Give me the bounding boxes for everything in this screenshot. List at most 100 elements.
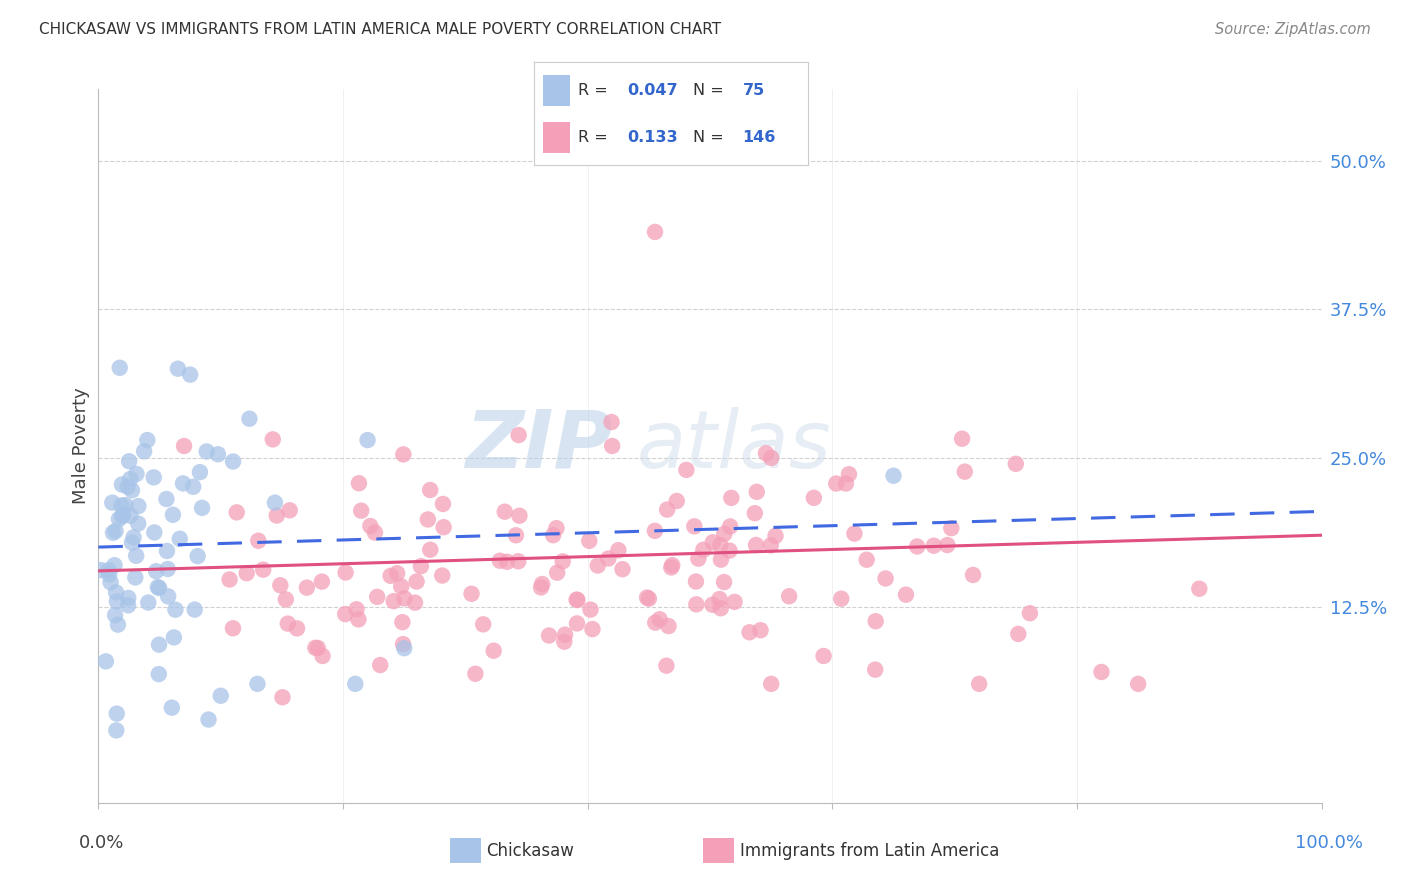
Text: 75: 75 [742, 83, 765, 97]
Point [368, 658, 391, 673]
Point [380, 569, 402, 583]
Point [197, 713, 219, 727]
Point [271, 690, 294, 705]
FancyBboxPatch shape [543, 122, 569, 153]
Point [749, 624, 772, 638]
Point [844, 526, 866, 541]
Y-axis label: Male Poverty: Male Poverty [72, 388, 90, 504]
Point [101, 525, 124, 540]
Point [356, 433, 378, 447]
Point [391, 615, 413, 629]
Point [179, 368, 201, 382]
Point [105, 723, 128, 738]
Text: Immigrants from Latin America: Immigrants from Latin America [740, 842, 998, 860]
Point [508, 554, 530, 568]
Text: 0.133: 0.133 [627, 130, 678, 145]
Point [825, 476, 848, 491]
Point [311, 574, 333, 589]
Point [277, 616, 299, 631]
Point [90, 563, 112, 577]
Point [432, 497, 454, 511]
Point [107, 617, 129, 632]
Point [181, 480, 204, 494]
Point [579, 602, 602, 616]
Point [482, 644, 505, 658]
Point [655, 502, 678, 516]
Point [894, 588, 917, 602]
Point [554, 627, 576, 641]
Point [191, 500, 214, 515]
Point [344, 677, 367, 691]
Point [105, 706, 128, 721]
Point [108, 360, 131, 375]
Point [710, 552, 733, 566]
Point [105, 585, 128, 599]
Point [581, 622, 603, 636]
Text: N =: N = [693, 130, 730, 145]
Point [598, 551, 620, 566]
Point [347, 476, 370, 491]
Point [655, 658, 678, 673]
Point [136, 433, 159, 447]
Point [94, 654, 117, 668]
Point [307, 640, 329, 655]
Point [104, 608, 127, 623]
Point [148, 667, 170, 681]
Point [683, 519, 706, 533]
Point [941, 521, 963, 535]
Point [209, 689, 232, 703]
Text: 146: 146 [742, 130, 776, 145]
Point [114, 498, 136, 512]
Point [394, 591, 416, 606]
Point [188, 465, 211, 479]
Point [222, 621, 245, 635]
Point [110, 499, 132, 513]
Point [392, 641, 416, 656]
Point [702, 535, 724, 549]
Point [405, 574, 427, 589]
Point [838, 467, 860, 482]
Point [1018, 606, 1040, 620]
Point [718, 519, 741, 533]
Point [835, 476, 858, 491]
Point [813, 648, 835, 663]
Point [262, 433, 284, 447]
Point [883, 468, 905, 483]
Point [565, 616, 588, 631]
Point [218, 573, 240, 587]
Point [335, 607, 357, 621]
Text: Source: ZipAtlas.com: Source: ZipAtlas.com [1215, 22, 1371, 37]
Point [225, 505, 247, 519]
Point [713, 575, 735, 590]
Point [855, 552, 877, 566]
Point [761, 450, 783, 465]
Point [195, 444, 218, 458]
Point [755, 446, 778, 460]
Point [127, 499, 149, 513]
Point [120, 508, 142, 523]
Point [1007, 627, 1029, 641]
Point [295, 581, 318, 595]
Point [146, 580, 169, 594]
Point [546, 521, 568, 535]
Point [1128, 677, 1150, 691]
Point [600, 439, 623, 453]
Point [537, 628, 560, 642]
Point [688, 551, 710, 566]
Point [207, 447, 229, 461]
Point [246, 677, 269, 691]
Point [496, 555, 519, 569]
Text: R =: R = [578, 83, 613, 97]
Point [530, 581, 553, 595]
Point [117, 480, 139, 494]
Point [274, 592, 297, 607]
Point [778, 589, 800, 603]
Point [644, 225, 666, 239]
Point [709, 538, 731, 552]
Point [145, 564, 167, 578]
Point [472, 617, 495, 632]
Point [155, 491, 177, 506]
Text: ZIP: ZIP [465, 407, 612, 485]
Point [385, 566, 408, 581]
Point [489, 554, 512, 568]
